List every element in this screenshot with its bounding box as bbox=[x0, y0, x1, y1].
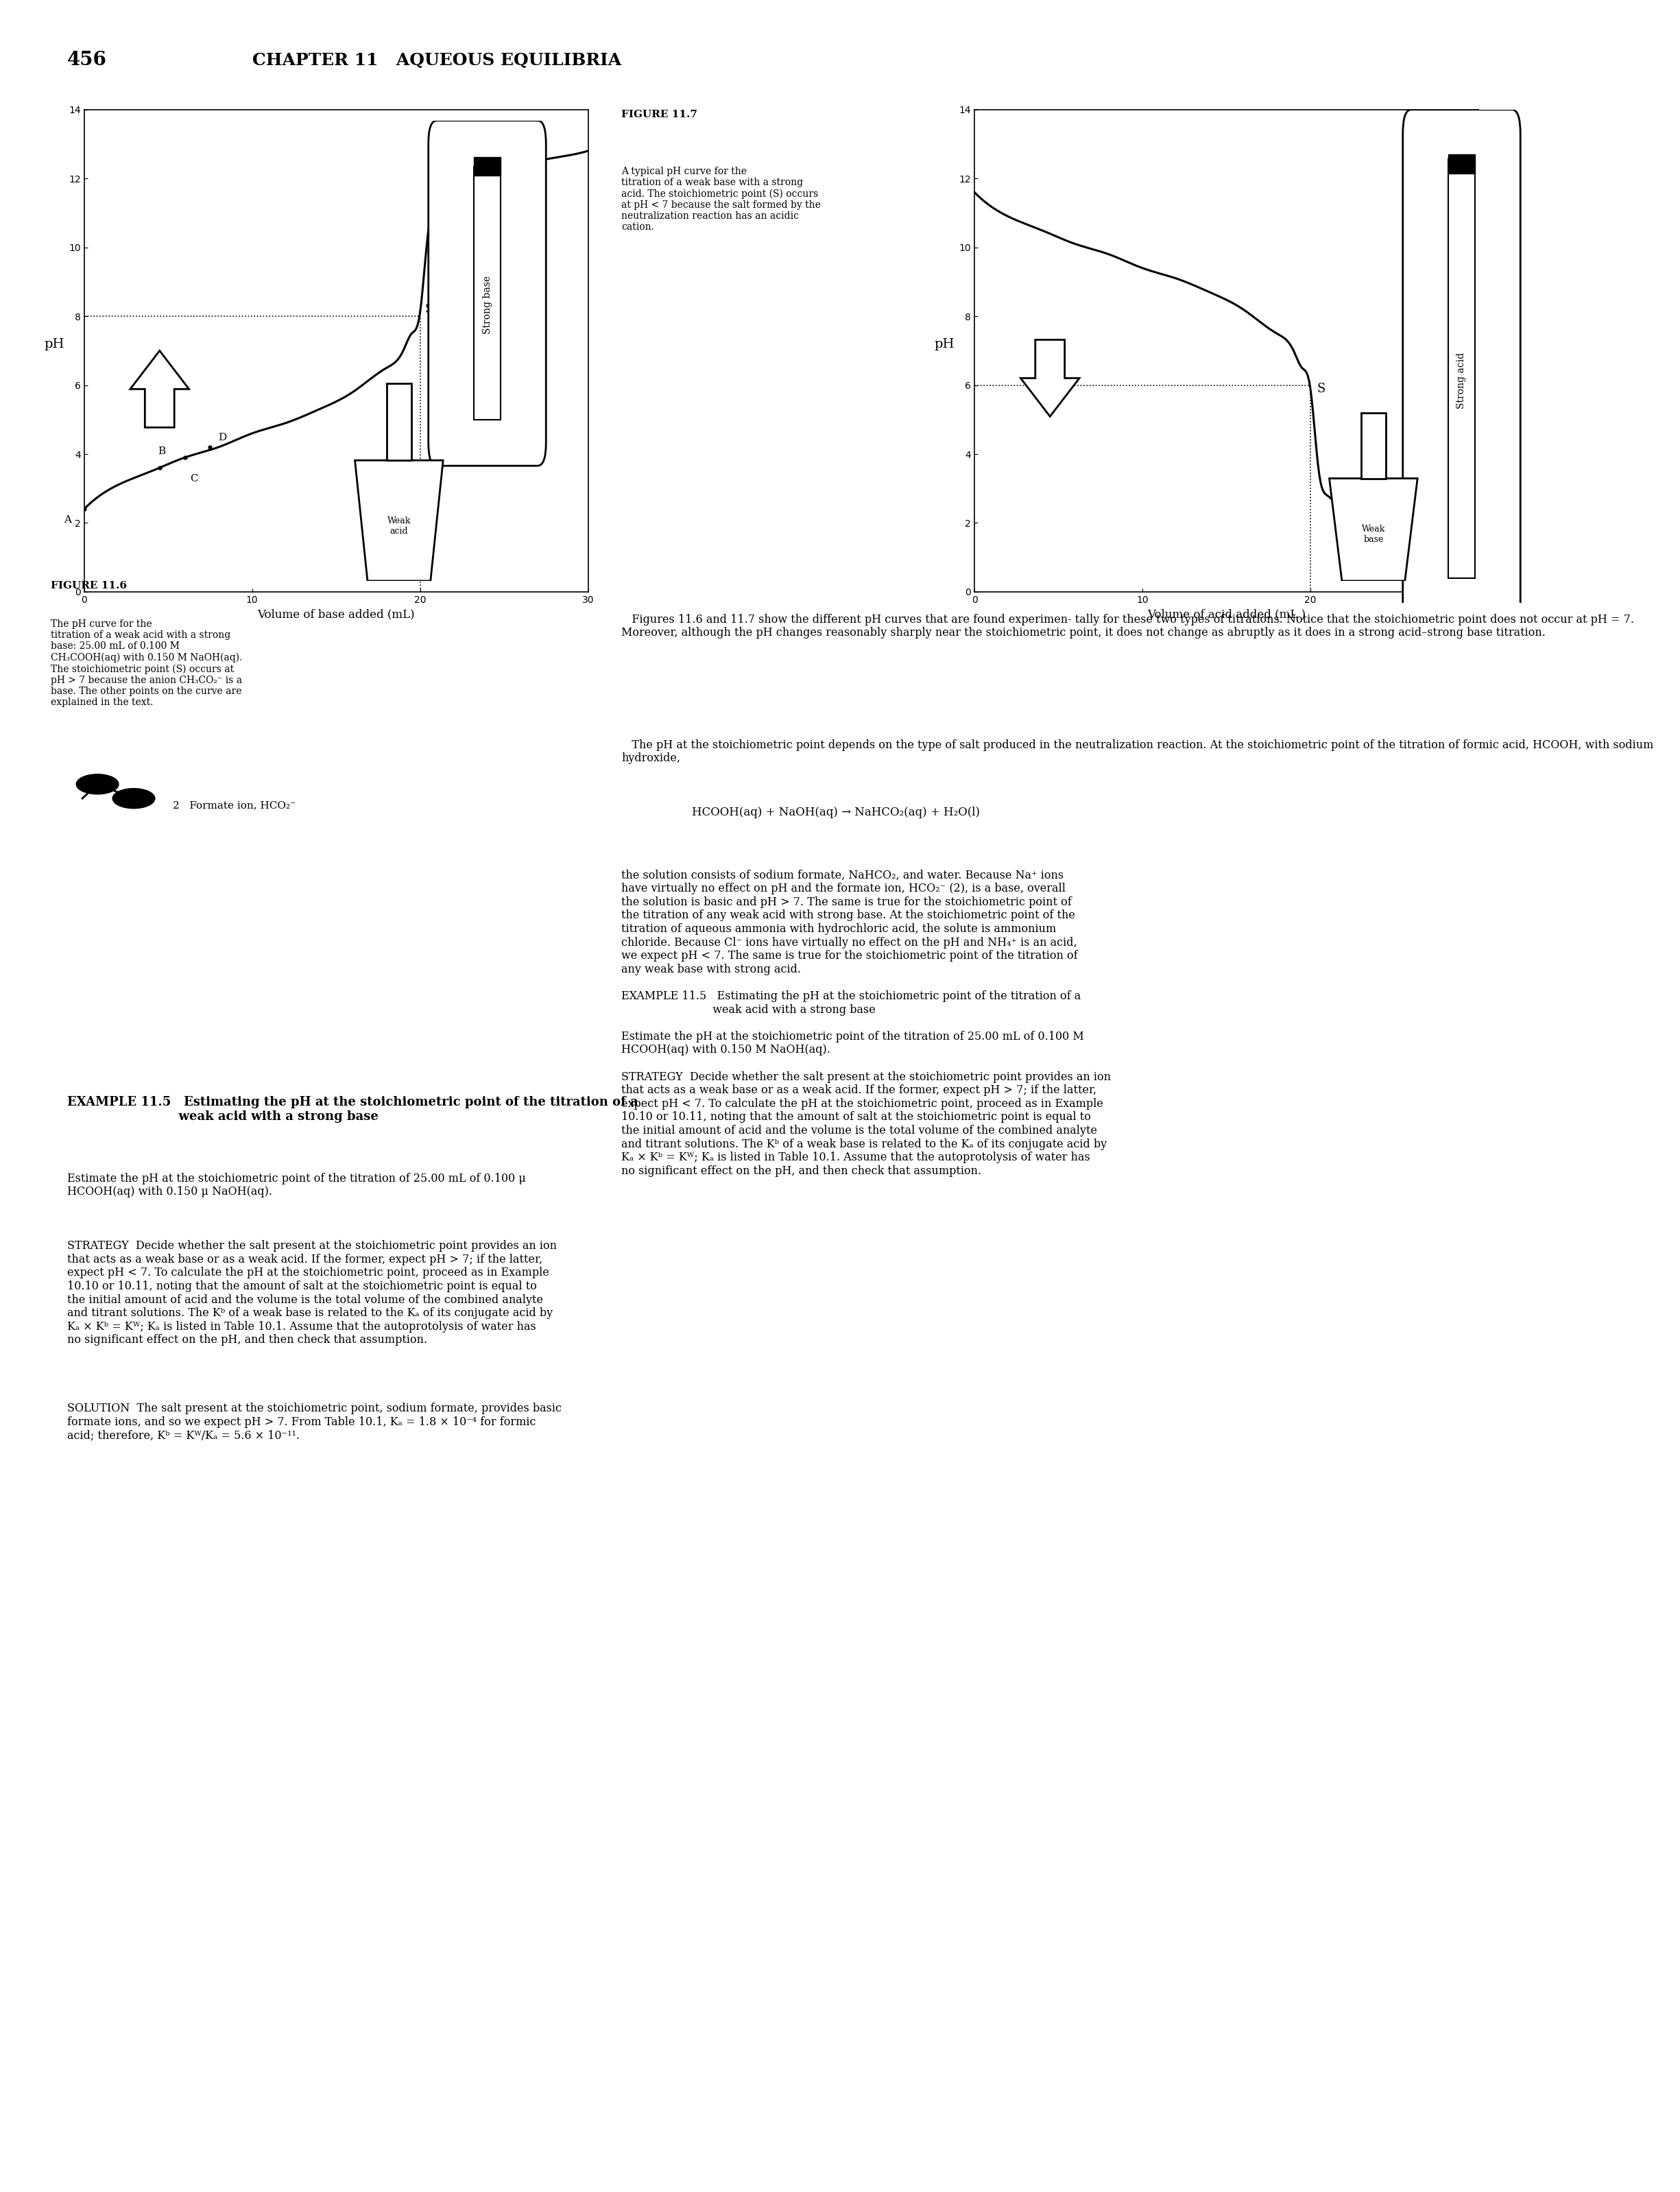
FancyArrow shape bbox=[131, 351, 188, 427]
Text: 2   Formate ion, HCO₂⁻: 2 Formate ion, HCO₂⁻ bbox=[173, 800, 296, 811]
FancyArrow shape bbox=[1021, 340, 1080, 416]
Text: Weak
base: Weak base bbox=[1361, 524, 1386, 544]
FancyBboxPatch shape bbox=[1403, 110, 1520, 627]
Y-axis label: pH: pH bbox=[44, 338, 64, 351]
Text: HCOOH(aq) + NaOH(aq) → NaHCO₂(aq) + H₂O(l): HCOOH(aq) + NaOH(aq) → NaHCO₂(aq) + H₂O(… bbox=[692, 807, 979, 818]
Text: A typical pH curve for the
titration of a weak base with a strong
acid. The stoi: A typical pH curve for the titration of … bbox=[622, 167, 822, 232]
Circle shape bbox=[113, 789, 155, 809]
Y-axis label: pH: pH bbox=[934, 338, 954, 351]
Text: S: S bbox=[1317, 381, 1326, 395]
Bar bbox=[1361, 412, 1386, 478]
Text: B: B bbox=[158, 447, 166, 456]
Text: C: C bbox=[190, 473, 198, 484]
Bar bbox=[474, 167, 501, 421]
X-axis label: Volume of base added (mL): Volume of base added (mL) bbox=[257, 609, 415, 620]
Bar bbox=[1448, 160, 1475, 579]
Text: SOLUTION  The salt present at the stoichiometric point, sodium formate, provides: SOLUTION The salt present at the stoichi… bbox=[67, 1403, 561, 1442]
Text: Estimate the pH at the stoichiometric point of the titration of 25.00 mL of 0.10: Estimate the pH at the stoichiometric po… bbox=[67, 1173, 526, 1197]
Circle shape bbox=[76, 774, 119, 794]
Text: the solution consists of sodium formate, NaHCO₂, and water. Because Na⁺ ions
hav: the solution consists of sodium formate,… bbox=[622, 870, 1110, 1177]
Bar bbox=[474, 158, 501, 175]
Text: D: D bbox=[218, 432, 227, 443]
X-axis label: Volume of acid added (mL ): Volume of acid added (mL ) bbox=[1147, 609, 1305, 620]
Polygon shape bbox=[354, 460, 444, 581]
Polygon shape bbox=[1329, 478, 1418, 581]
Text: Strong acid: Strong acid bbox=[1457, 353, 1467, 410]
Text: Weak
acid: Weak acid bbox=[386, 517, 412, 535]
Text: FIGURE 11.6: FIGURE 11.6 bbox=[50, 581, 126, 590]
Text: S: S bbox=[425, 302, 433, 316]
Text: The pH curve for the
titration of a weak acid with a strong
base: 25.00 mL of 0.: The pH curve for the titration of a weak… bbox=[50, 618, 242, 708]
Text: Figures 11.6 and 11.7 show the different pH curves that are found experimen- tal: Figures 11.6 and 11.7 show the different… bbox=[622, 614, 1635, 638]
Text: STRATEGY  Decide whether the salt present at the stoichiometric point provides a: STRATEGY Decide whether the salt present… bbox=[67, 1241, 556, 1346]
Text: The pH at the stoichiometric point depends on the type of salt produced in the n: The pH at the stoichiometric point depen… bbox=[622, 739, 1653, 765]
Text: 456: 456 bbox=[67, 50, 108, 70]
Text: Strong base: Strong base bbox=[482, 276, 492, 333]
Bar bbox=[386, 384, 412, 460]
Text: CHAPTER 11   AQUEOUS EQUILIBRIA: CHAPTER 11 AQUEOUS EQUILIBRIA bbox=[252, 53, 622, 68]
Text: A: A bbox=[64, 515, 71, 526]
Text: FIGURE 11.7: FIGURE 11.7 bbox=[622, 110, 697, 118]
Text: EXAMPLE 11.5   Estimating the pH at the stoichiometric point of the titration of: EXAMPLE 11.5 Estimating the pH at the st… bbox=[67, 1096, 638, 1122]
FancyBboxPatch shape bbox=[428, 121, 546, 467]
Bar bbox=[1448, 153, 1475, 173]
